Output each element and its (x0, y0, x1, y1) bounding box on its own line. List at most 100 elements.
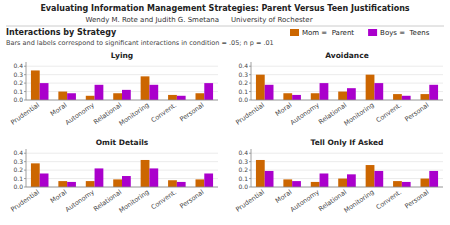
bar-chart: Avoidance0.00.10.20.30.4PrudentialMoralA… (234, 51, 443, 128)
tick-label: 0.0 (13, 183, 23, 190)
category-label: Moral (49, 188, 69, 205)
y-axis-line (251, 149, 252, 187)
bar (31, 163, 40, 187)
tick-label: 0.2 (238, 166, 248, 173)
grid-line (251, 153, 443, 154)
category-label: Convent. (374, 188, 403, 211)
bar (292, 181, 301, 187)
y-axis-line (26, 149, 27, 187)
bar (40, 83, 49, 100)
bar-chart: Lying0.00.10.20.30.4PrudentialMoralAuton… (9, 51, 218, 128)
category-label: Monitoring (118, 188, 151, 214)
category-label: Moral (274, 101, 294, 118)
category-label: Convent. (374, 101, 403, 124)
tick-label: 0.3 (238, 71, 248, 78)
category-label: Moral (49, 101, 69, 118)
bar (149, 168, 158, 187)
grid-line (251, 100, 443, 101)
bar (347, 88, 356, 100)
bar (265, 85, 274, 100)
bar (204, 173, 213, 187)
tick-label: 0.2 (13, 79, 23, 86)
category-label: Prudential (234, 188, 266, 214)
bar (265, 171, 274, 187)
grid-line (26, 74, 218, 75)
legend-item: Mom = Parent (290, 29, 354, 37)
legend-swatch (290, 29, 299, 36)
grid-line (26, 170, 218, 171)
bar (67, 93, 76, 100)
bar (141, 76, 150, 100)
tick-label: 0.1 (13, 175, 23, 182)
y-axis-line (251, 62, 252, 100)
bar (283, 179, 292, 187)
bar (256, 160, 265, 187)
bar (141, 160, 150, 187)
grid-line (26, 161, 218, 162)
category-label: Autonomy (289, 101, 321, 127)
bar (338, 92, 347, 100)
bar (113, 93, 122, 100)
bar (320, 83, 329, 100)
tick-label: 0.4 (238, 62, 248, 69)
bar (122, 176, 131, 187)
bar (347, 174, 356, 187)
bar (429, 171, 438, 187)
category-label: Autonomy (64, 188, 96, 214)
bar (177, 96, 186, 100)
x-axis-line (26, 187, 218, 188)
bar (58, 181, 67, 187)
bar (429, 85, 438, 100)
section-title: Interactions by Strategy (6, 28, 117, 37)
grid-line (26, 153, 218, 154)
tick-label: 0.4 (13, 149, 23, 156)
chart-title: Avoidance (325, 51, 368, 60)
category-label: Monitoring (343, 188, 376, 214)
bar (292, 95, 301, 100)
bar (177, 182, 186, 187)
tick-label: 0.0 (13, 96, 23, 103)
bar (393, 181, 402, 187)
legend-swatch (368, 29, 377, 36)
bar (86, 181, 95, 187)
category-label: Monitoring (343, 101, 376, 127)
category-label: Personal (403, 101, 430, 124)
tick-label: 0.1 (238, 175, 248, 182)
legend-label: Mom = Parent (302, 29, 354, 37)
category-label: Moral (274, 188, 294, 205)
bar (86, 96, 95, 100)
tick-label: 0.3 (13, 71, 23, 78)
bar (95, 85, 104, 100)
category-label: Autonomy (64, 101, 96, 127)
bar (168, 95, 177, 100)
grid-line (251, 66, 443, 67)
page-title: Evaluating Information Management Strate… (40, 4, 409, 13)
chart-title: Omit Details (96, 138, 149, 147)
tick-label: 0.2 (13, 166, 23, 173)
bar (95, 168, 104, 187)
bar (196, 93, 205, 100)
bar (113, 179, 122, 187)
tick-label: 0.1 (238, 88, 248, 95)
bar (393, 94, 402, 100)
bars (256, 160, 438, 187)
tick-label: 0.0 (238, 183, 248, 190)
y-axis-line (26, 62, 27, 100)
bar-chart: Tell Only If Asked0.00.10.20.30.4Prudent… (234, 138, 443, 215)
grid-line (251, 74, 443, 75)
bar (421, 179, 430, 187)
bars (31, 70, 213, 100)
bars (31, 160, 213, 187)
bar (122, 90, 131, 100)
grid-line (251, 161, 443, 162)
grid-line (251, 170, 443, 171)
bars (256, 75, 438, 100)
grid-line (251, 83, 443, 84)
tick-label: 0.2 (238, 79, 248, 86)
category-label: Personal (403, 188, 430, 211)
bar (311, 182, 320, 187)
category-label: Personal (178, 101, 205, 124)
tick-label: 0.4 (238, 149, 248, 156)
category-label: Prudential (9, 101, 41, 127)
tick-label: 0.3 (238, 158, 248, 165)
